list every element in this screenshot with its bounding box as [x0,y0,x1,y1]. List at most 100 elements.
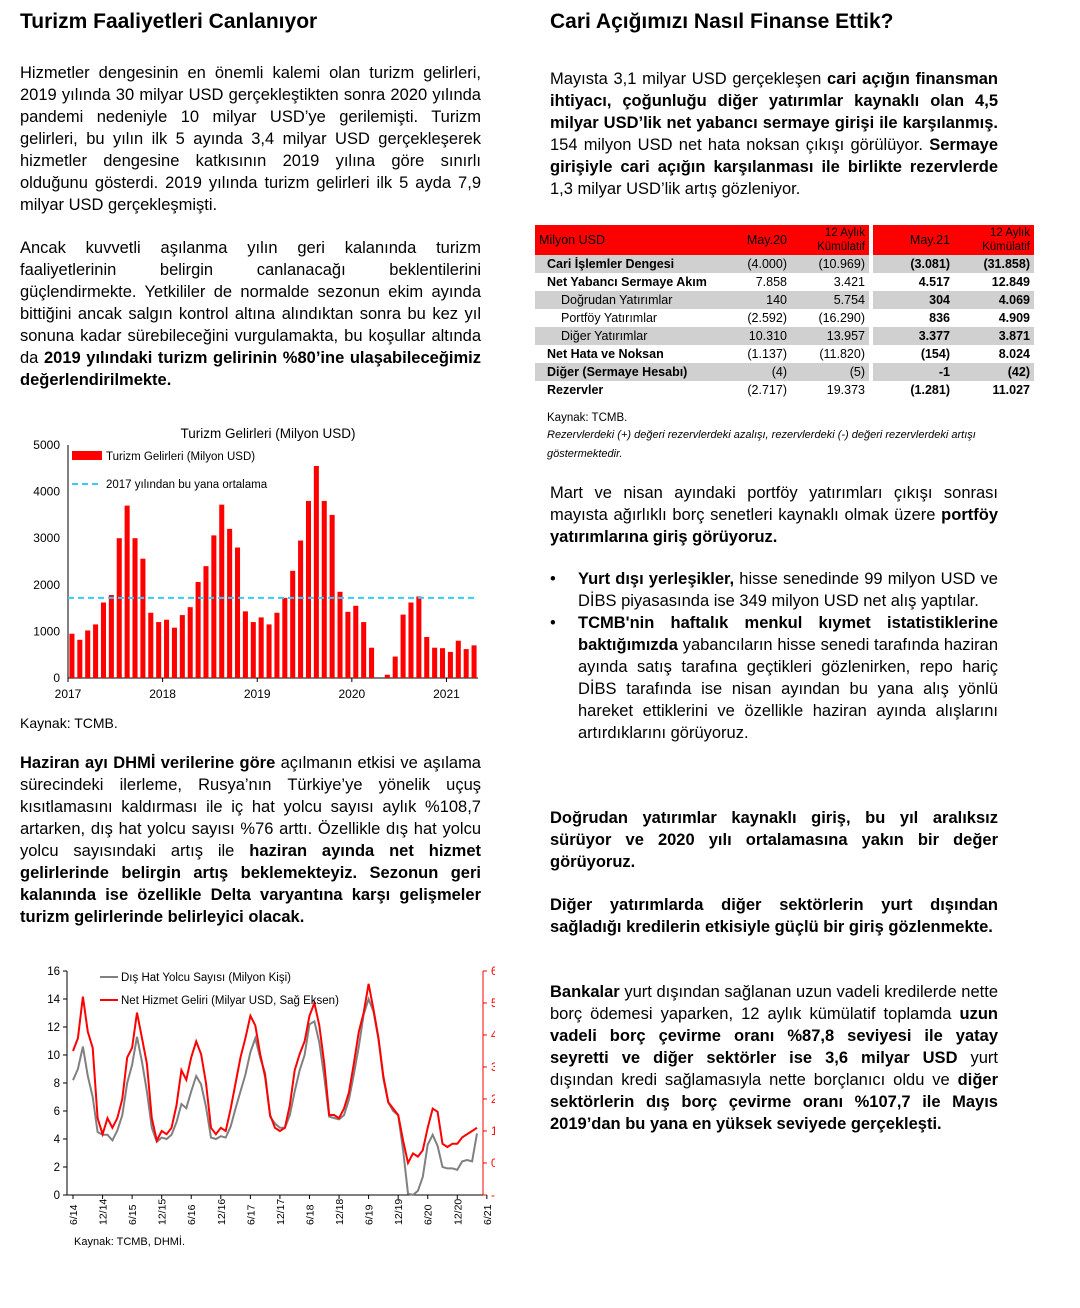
bold-span: Bankalar [550,983,620,1001]
table-cell: 13.957 [791,327,869,345]
text-span: yurt dışından sağlanan uzun vadeli kredi… [550,983,998,1023]
table-cell: Net Hata ve Noksan [547,347,664,361]
y2-tick-label: 2 [491,1094,495,1106]
table-cell: Cari İşlemler Dengesi [535,255,713,273]
table-gap [869,345,873,363]
x-tick-label: 2017 [55,687,82,701]
table-gap [869,363,873,381]
tourism-paragraph-2: Ancak kuvvetli aşılanma yılın geri kalan… [20,237,481,391]
tourism-chart-source: Kaynak: TCMB. [20,715,118,731]
table-gap [869,225,873,255]
table-header: 12 Aylık Kümülatif [954,225,1034,255]
bar [179,615,185,678]
x-tick-label: 6/20 [423,1204,435,1225]
bar [93,624,99,678]
passenger-chart-source: Kaynak: TCMB, DHMİ. [74,1236,186,1248]
table-cell: (154) [920,347,950,361]
table-gap [869,381,873,399]
table-row: Rezervler (2.717) 19.373 (1.281) 11.027 [535,381,1034,399]
x-tick-label: 6/16 [186,1204,198,1225]
table-cell: 11.027 [992,383,1030,397]
table-cell: (10.969) [791,255,869,273]
y-tick-label: 4 [54,1134,61,1146]
bar [187,607,193,678]
table-cell: (5) [791,363,869,381]
table-note: Rezervlerdeki (+) değeri rezervlerdeki a… [547,429,976,460]
financing-paragraph-3: Doğrudan yatırımlar kaynaklı giriş, bu y… [550,809,998,871]
legend-label: Dış Hat Yolcu Sayısı (Milyon Kişi) [121,972,291,984]
y2-tick-label: 3 [491,1062,495,1074]
table-cell: (31.858) [954,255,1034,273]
table-row: Portföy Yatırımlar (2.592) (16.290) 836 4.90… [535,309,1034,327]
bold-span: Sermaye girişiyle cari açığın karşılanma… [550,136,998,176]
x-tick-label: 6/17 [245,1204,257,1225]
table-header: May.21 [873,225,954,255]
financing-paragraph-1: Mayısta 3,1 milyar USD gerçekleşen cari … [550,68,998,200]
bar [282,597,288,678]
series-line-services [72,983,478,1166]
bar [432,647,438,678]
table-cell: Diğer Yatırımlar [535,327,713,345]
y2-tick-label: 1 [491,1126,495,1138]
table-cell: 4.909 [998,311,1030,325]
table-cell: Diğer (Sermaye Hesabı) [535,363,713,381]
bar [171,627,177,678]
x-tick-label: 2020 [338,687,365,701]
table-cell: (1.281) [910,383,950,397]
y-tick-label: 3000 [33,531,60,545]
tourism-paragraph-1: Hizmetler dengesinin en önemli kalemi ol… [20,64,481,214]
y-tick-label: 1000 [33,624,60,638]
table-header-row: Milyon USD May.20 12 Aylık Kümülatif May… [535,225,1034,255]
bold-span: TCMB'nin haftalık menkul kıymet istatist… [578,614,998,654]
table-cell: (16.290) [818,311,865,325]
x-tick-label: 6/18 [304,1204,316,1225]
bar [77,639,83,678]
table-row: Diğer (Sermaye Hesabı) (4) (5) -1 (42) [535,363,1034,381]
bar [116,538,122,678]
table-row: Diğer Yatırımlar 10.310 13.957 3.377 3.871 [535,327,1034,345]
y2-tick-label: -1 [491,1190,495,1202]
table-cell: -1 [873,363,954,381]
text-span: 154 milyon USD net hata noksan çıkışı gö… [550,136,930,154]
y-tick-label: 12 [47,1022,60,1034]
x-tick-label: 12/17 [275,1199,287,1225]
table-gap [869,327,873,345]
table-cell: (11.820) [819,347,865,361]
bold-span: portföy yatırımlarına giriş görüyoruz. [550,506,998,546]
bar [148,612,154,678]
series-line-passengers [72,995,478,1197]
bold-span: Yurt dışı yerleşikler, [578,570,735,588]
tourism-revenue-chart: Turizm Gelirleri (Milyon USD) 0 1000 2000 30… [33,426,478,701]
bar [266,624,272,678]
y2-tick-label: 4 [491,1030,495,1042]
table-cell: 3.377 [873,327,954,345]
table-cell: Portföy Yatırımlar [561,311,658,325]
y-tick-label: 10 [47,1050,60,1062]
bar [400,614,406,678]
legend-label: Net Hizmet Geliri (Milyar USD, Sağ Eksen… [121,995,339,1007]
bar [85,630,91,678]
y2-tick-label: 6 [491,966,495,978]
table-cell: 19.373 [826,383,865,397]
chart-title: Turizm Gelirleri (Milyon USD) [180,426,355,441]
legend-swatch-bars [72,451,102,460]
table-cell: 12.849 [991,275,1030,289]
table-cell: (4) [713,363,791,381]
y-tick-label: 6 [54,1106,60,1118]
table-cell: 304 [873,291,954,309]
x-tick-label: 6/15 [127,1204,139,1225]
y-tick-label: 2 [54,1162,60,1174]
bar [353,605,359,678]
bold-span: haziran ayında net hizmet gelirlerinde b… [20,842,482,926]
text-span: hisse senedinde 99 milyon USD ve DİBS pi… [578,570,998,610]
bar [298,540,304,678]
table-cell: 5.754 [791,291,869,309]
bar [384,674,390,678]
x-tick-label: 6/14 [68,1204,80,1225]
bar [361,622,367,678]
x-tick-label: 12/20 [452,1199,464,1225]
bar [211,535,217,678]
bar [392,656,398,678]
tourism-title: Turizm Faaliyetleri Canlanıyor [20,10,318,33]
y-tick-label: 14 [47,994,60,1006]
